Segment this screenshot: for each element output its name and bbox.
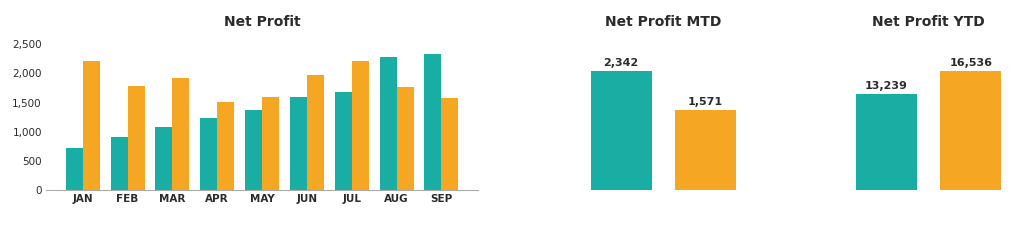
Bar (290, 97, 307, 190)
Bar (83, 60, 99, 190)
Bar (940, 71, 1001, 190)
Bar (262, 97, 280, 190)
Bar (217, 102, 234, 190)
Bar (307, 74, 324, 190)
Bar (156, 127, 172, 190)
Legend: 2022, 2021: 2022, 2021 (880, 248, 978, 250)
Bar (351, 61, 369, 190)
Bar (201, 118, 217, 190)
Bar (245, 110, 262, 190)
Bar (591, 71, 651, 190)
Bar (675, 110, 736, 190)
Text: 2,342: 2,342 (603, 58, 639, 68)
Bar (441, 98, 459, 190)
Legend: Net Profit - 2022, Net Profit - 2021: Net Profit - 2022, Net Profit - 2021 (154, 248, 371, 250)
Bar (335, 92, 351, 190)
Text: 1,571: 1,571 (688, 97, 723, 107)
Bar (396, 87, 414, 190)
Bar (380, 57, 396, 190)
Title: Net Profit MTD: Net Profit MTD (605, 14, 722, 28)
Bar (172, 78, 189, 190)
Legend: 2022, 2021: 2022, 2021 (614, 248, 713, 250)
Bar (856, 94, 916, 190)
Bar (424, 54, 441, 190)
Bar (128, 86, 144, 190)
Text: 13,239: 13,239 (865, 82, 908, 92)
Bar (111, 137, 128, 190)
Title: Net Profit YTD: Net Profit YTD (872, 14, 985, 28)
Title: Net Profit: Net Profit (224, 14, 300, 28)
Bar (66, 148, 83, 190)
Text: 16,536: 16,536 (949, 58, 992, 68)
